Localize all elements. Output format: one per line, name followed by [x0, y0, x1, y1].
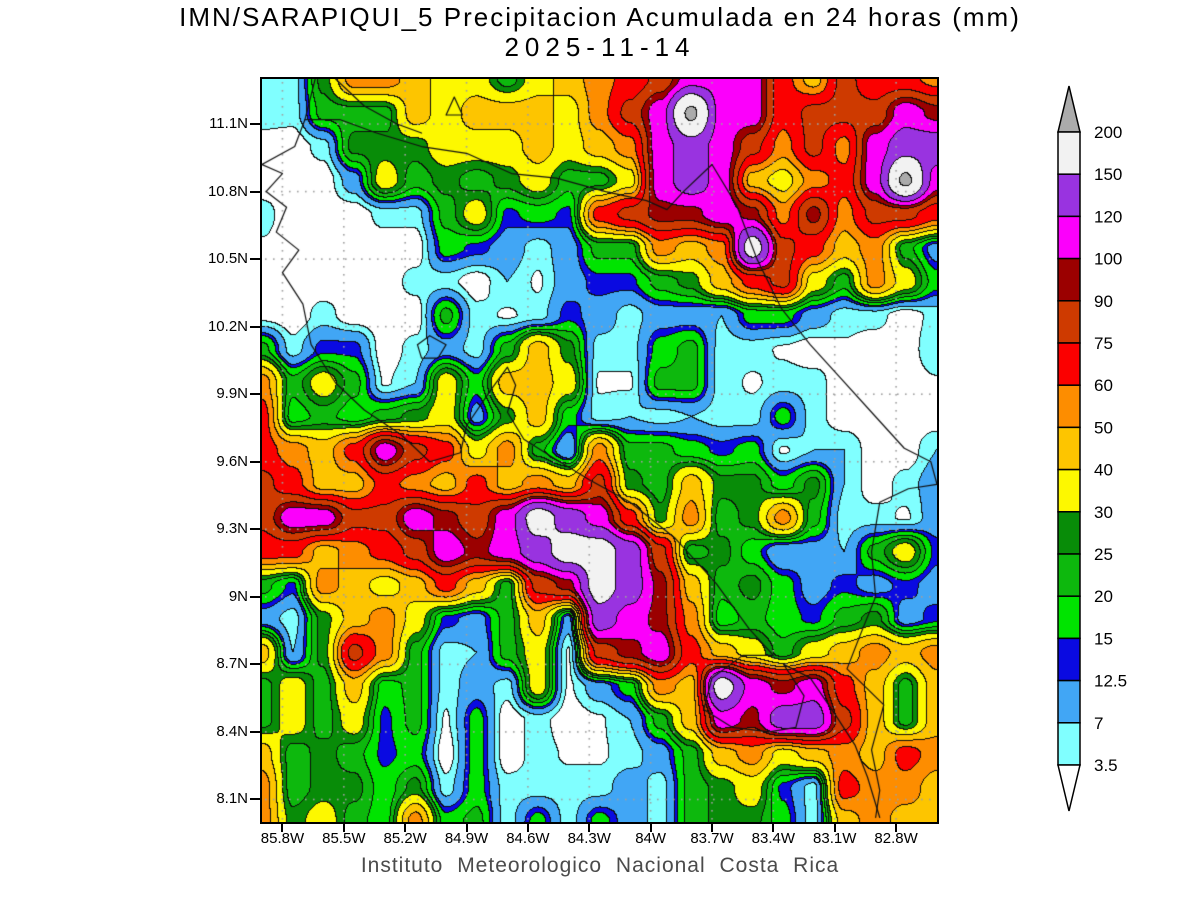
lon-tick-label: 84.9W [444, 830, 489, 847]
footer-credit: Instituto Meteorologico Nacional Costa R… [360, 854, 840, 877]
lat-tick-mark [250, 123, 260, 126]
colorbar-boundary-label: 75 [1094, 334, 1113, 353]
lon-tick-label: 85.5W [322, 830, 366, 847]
lat-tick-label: 10.5N [207, 250, 248, 268]
colorbar-box [1057, 426, 1081, 471]
colorbar-boundary-label: 7 [1094, 714, 1103, 733]
colorbar-box [1057, 722, 1081, 766]
lon-tick-mark [649, 824, 652, 832]
colorbar-boundary-label: 100 [1094, 250, 1122, 269]
colorbar-boundary-label: 30 [1094, 503, 1113, 522]
lat-tick-mark [250, 730, 260, 733]
colorbar-boundary-label: 12.5 [1094, 672, 1127, 691]
lat-tick-mark [250, 595, 260, 598]
lon-tick-label: 85.2W [383, 830, 427, 847]
lat-tick-label: 10.2N [207, 317, 248, 335]
colorbar-boundary-label: 90 [1094, 292, 1113, 311]
lat-tick-mark [250, 663, 260, 666]
lat-tick-mark [250, 190, 260, 193]
colorbar-under-arrow [1057, 764, 1081, 812]
lon-tick-label: 82.8W [874, 830, 918, 847]
lon-tick-label: 83.1W [813, 830, 857, 847]
colorbar-boundary-label: 120 [1094, 207, 1122, 226]
lon-tick-label: 84.6W [506, 830, 550, 847]
colorbar-boundary-label: 3.5 [1094, 756, 1118, 775]
lat-tick-label: 9.9N [216, 385, 248, 403]
lat-tick-label: 9.6N [216, 452, 248, 470]
lon-tick-mark [772, 824, 775, 832]
chart-date: 2025-11-14 [504, 32, 696, 62]
lat-tick-label: 9.3N [216, 520, 248, 538]
lat-tick-mark [250, 393, 260, 396]
lon-tick-mark [833, 824, 836, 832]
colorbar-boundary-label: 15 [1094, 629, 1113, 648]
lon-tick-mark [281, 824, 284, 832]
colorbar-boundary-label: 50 [1094, 418, 1113, 437]
colorbar-box [1057, 511, 1081, 555]
colorbar-box [1057, 257, 1081, 302]
colorbar-box [1057, 679, 1081, 724]
lat-tick-label: 8.7N [216, 655, 248, 673]
colorbar-box [1057, 131, 1081, 175]
lon-tick-label: 83.4W [751, 830, 796, 847]
lat-tick-mark [250, 325, 260, 328]
colorbar-boundary-label: 150 [1094, 165, 1122, 184]
lon-tick-label: 84.3W [567, 830, 611, 847]
lat-tick-label: 11.1N [209, 115, 248, 133]
lon-tick-label: 84W [635, 830, 667, 847]
lat-tick-label: 8.1N [216, 790, 248, 808]
lon-tick-label: 85.8W [260, 830, 305, 847]
colorbar-over-arrow [1057, 85, 1081, 133]
colorbar-box [1057, 215, 1081, 260]
colorbar-boundary-label: 60 [1094, 376, 1113, 395]
lat-tick-label: 9N [228, 587, 248, 605]
colorbar-boundary-label: 200 [1094, 123, 1122, 142]
colorbar-box [1057, 553, 1081, 597]
lon-tick-mark [404, 824, 407, 832]
lon-tick-mark [465, 824, 468, 832]
precipitation-map-canvas [260, 77, 939, 824]
colorbar-legend: 200 150 120 100 90 75 60 50 40 30 25 20 15 12.5 7 3.5 [1057, 85, 1127, 812]
colorbar-box [1057, 173, 1081, 218]
lon-tick-mark [711, 824, 713, 832]
lon-tick-mark [526, 824, 529, 832]
lon-tick-mark [895, 824, 898, 832]
colorbar-box [1057, 468, 1081, 513]
lat-tick-label: 8.4N [216, 722, 248, 740]
chart-title: IMN/SARAPIQUI_5 Precipitacion Acumulada … [179, 2, 1021, 32]
colorbar-box [1057, 342, 1081, 386]
lat-tick-label: 10.8N [207, 182, 248, 200]
lat-tick-mark [250, 798, 260, 801]
colorbar-box [1057, 384, 1081, 429]
colorbar-box [1057, 637, 1081, 682]
colorbar-boundary-label: 40 [1094, 461, 1113, 480]
colorbar-box [1057, 595, 1081, 640]
colorbar-box [1057, 300, 1081, 344]
colorbar-boundary-label: 20 [1094, 587, 1113, 606]
lat-tick-mark [250, 460, 260, 463]
lon-tick-mark [342, 824, 345, 832]
lat-tick-mark [250, 528, 260, 531]
lat-tick-mark [250, 258, 260, 261]
lon-tick-mark [588, 824, 591, 832]
colorbar-boundary-label: 25 [1094, 545, 1113, 564]
lon-tick-label: 83.7W [690, 830, 734, 847]
